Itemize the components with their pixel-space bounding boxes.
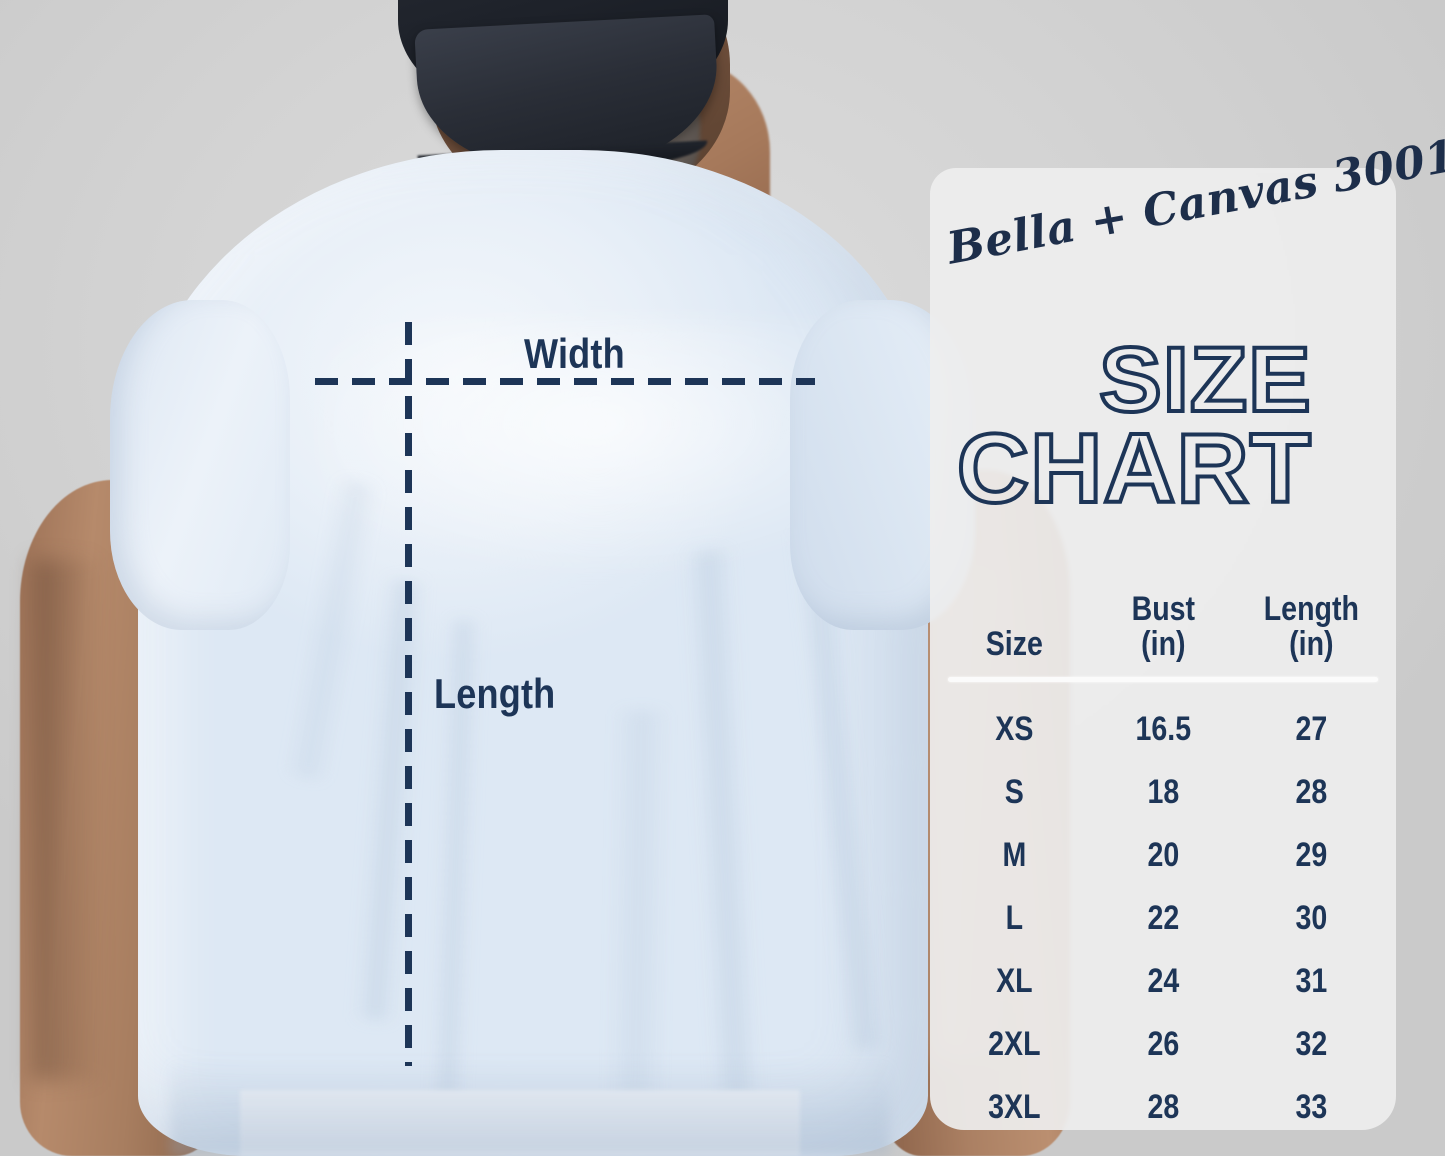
fabric-fold — [683, 549, 763, 1111]
column-header-bust: Bust (in) — [1101, 589, 1226, 664]
title-line-chart: CHART — [955, 412, 1313, 523]
cell-bust: 20 — [1147, 836, 1179, 874]
fabric-fold — [282, 478, 382, 782]
tshirt-body — [138, 150, 938, 1156]
cell-length: 27 — [1295, 710, 1328, 748]
table-row: XL 24 31 — [940, 950, 1386, 1013]
cell-bust: 28 — [1147, 1088, 1179, 1126]
cell-length: 32 — [1295, 1025, 1328, 1063]
width-measure-line — [315, 378, 815, 385]
cell-length: 33 — [1295, 1088, 1328, 1126]
cell-length: 28 — [1295, 773, 1328, 811]
cell-size: L — [1005, 899, 1024, 937]
column-header-size-main: Size — [985, 625, 1043, 664]
column-header-length-main: Length — [1264, 589, 1360, 628]
cell-length: 29 — [1295, 836, 1328, 874]
column-header-bust-main: Bust — [1131, 589, 1195, 628]
cell-size: S — [1004, 773, 1024, 811]
header-divider — [948, 677, 1378, 682]
table-body: XS 16.5 27 S 18 28 M 20 29 L 22 30 XL 24 31 2XL 26 32 3XL 2… — [940, 698, 1386, 1139]
table-row: XS 16.5 27 — [940, 698, 1386, 761]
title-line-size: SIZE — [1097, 329, 1313, 431]
length-label: Length — [434, 670, 556, 717]
column-header-length: Length (in) — [1249, 589, 1374, 664]
tshirt-left-sleeve — [110, 300, 290, 630]
cell-size: XS — [995, 710, 1034, 748]
model-shorts — [240, 1090, 800, 1156]
cell-size: 3XL — [988, 1088, 1041, 1126]
column-header-size: Size — [952, 625, 1077, 664]
table-row: S 18 28 — [940, 761, 1386, 824]
table-header-row: Size Bust (in) Length (in) — [940, 553, 1386, 663]
table-row: 2XL 26 32 — [940, 1013, 1386, 1076]
left-arm-shadow — [32, 560, 102, 1080]
size-table: Size Bust (in) Length (in) XS 16.5 27 S 18 28… — [940, 553, 1386, 1139]
size-chart-card: Bella + Canvas 3001 SIZE CHART Size Bust… — [930, 130, 1445, 1130]
cell-size: M — [1002, 836, 1027, 874]
column-header-bust-unit: (in) — [1140, 625, 1186, 664]
cell-length: 31 — [1295, 962, 1328, 1000]
cell-size: XL — [996, 962, 1033, 1000]
page-title: SIZE CHART — [930, 332, 1396, 519]
table-row: M 20 29 — [940, 824, 1386, 887]
cell-size: 2XL — [988, 1025, 1041, 1063]
cell-bust: 24 — [1147, 962, 1179, 1000]
table-row: 3XL 28 33 — [940, 1076, 1386, 1139]
cell-bust: 16.5 — [1135, 710, 1191, 748]
column-header-length-unit: (in) — [1289, 625, 1334, 664]
cell-length: 30 — [1295, 899, 1328, 937]
tshirt-hem-shadow — [170, 1060, 890, 1156]
table-row: L 22 30 — [940, 887, 1386, 950]
cell-bust: 22 — [1147, 899, 1179, 937]
cell-bust: 26 — [1147, 1025, 1179, 1063]
cell-bust: 18 — [1147, 773, 1179, 811]
width-label: Width — [524, 330, 625, 377]
fabric-fold — [352, 579, 428, 1021]
length-measure-line — [405, 322, 412, 1066]
